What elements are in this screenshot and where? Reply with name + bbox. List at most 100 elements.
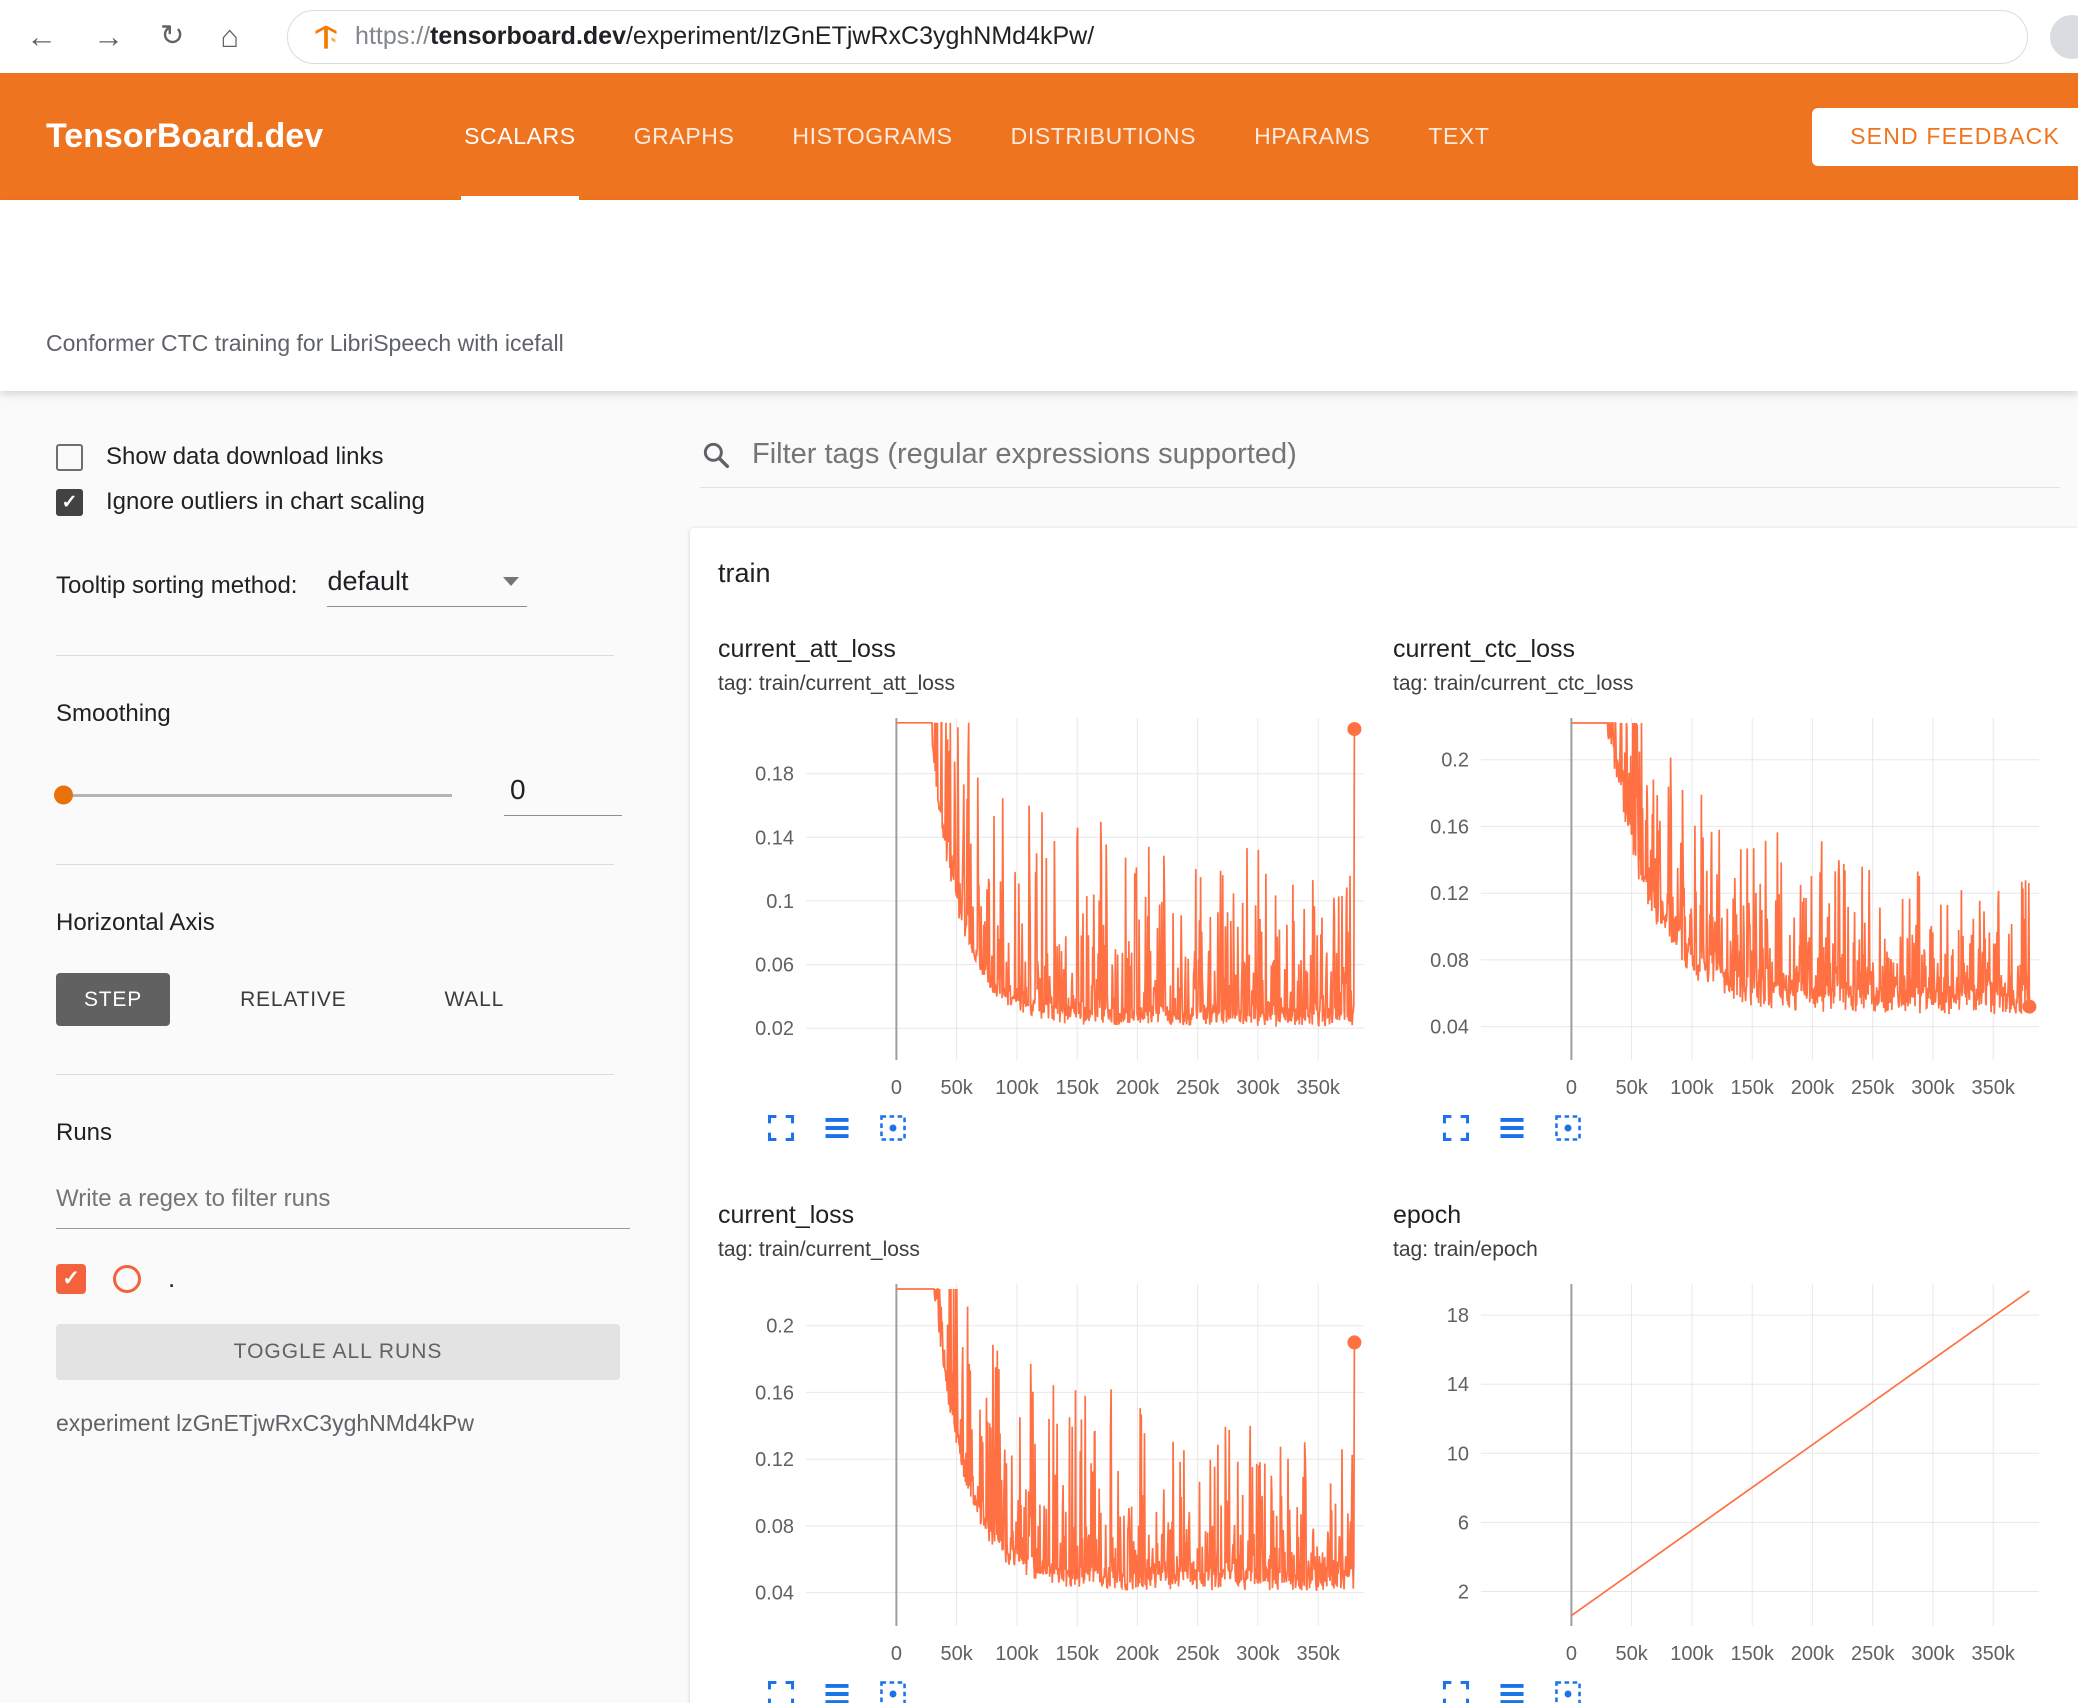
tag-filter-row	[700, 437, 2060, 488]
smoothing-value-field[interactable]: 0	[504, 774, 622, 816]
fit-domain-icon[interactable]	[1553, 1113, 1583, 1143]
fullscreen-icon[interactable]	[1441, 1113, 1471, 1143]
tab-text[interactable]: TEXT	[1428, 123, 1490, 149]
svg-text:150k: 150k	[1731, 1643, 1775, 1665]
home-icon[interactable]: ⌂	[220, 19, 240, 54]
svg-text:200k: 200k	[1116, 1643, 1160, 1665]
show-download-links-row[interactable]: Show data download links	[56, 443, 630, 471]
svg-text:350k: 350k	[1972, 1643, 2016, 1665]
chart-tag: tag: train/current_loss	[718, 1238, 920, 1261]
tab-histograms[interactable]: HISTOGRAMS	[792, 123, 953, 149]
nav-tabs: SCALARS GRAPHS HISTOGRAMS DISTRIBUTIONS …	[435, 73, 1518, 200]
svg-text:0.12: 0.12	[1430, 883, 1469, 905]
tag-filter-input[interactable]	[750, 437, 2060, 472]
show-download-checkbox[interactable]	[56, 443, 83, 471]
toggle-all-runs-button[interactable]: TOGGLE ALL RUNS	[56, 1324, 620, 1380]
chart-plot[interactable]: 2 6 10 14 18 0 50k 100k 150k 200k 250k 300k 350k	[1393, 1272, 2068, 1677]
chart-plot[interactable]: 0.02 0.06 0.1 0.14 0.18 0 50k 100k 150k 200k 250k 3…	[718, 706, 1393, 1111]
tab-graphs[interactable]: GRAPHS	[633, 123, 735, 149]
group-title[interactable]: train	[718, 558, 771, 588]
tab-distributions[interactable]: DISTRIBUTIONS	[1010, 123, 1197, 149]
svg-text:50k: 50k	[940, 1643, 973, 1665]
smoothing-slider[interactable]	[54, 785, 452, 805]
browser-toolbar: ← → ↻ ⌂ https://tensorboard.dev/experime…	[0, 0, 2078, 73]
run-row[interactable]: .	[56, 1263, 630, 1294]
run-checkbox[interactable]	[56, 1263, 86, 1294]
chevron-down-icon	[503, 577, 520, 586]
divider	[56, 864, 614, 865]
tooltip-sorting-select[interactable]: default	[327, 566, 528, 607]
horizontal-axis-label: Horizontal Axis	[56, 909, 215, 936]
chart-plot[interactable]: 0.04 0.08 0.12 0.16 0.2 0 50k 100k 150k 200k 250k 3…	[718, 1272, 1393, 1677]
svg-text:100k: 100k	[995, 1077, 1039, 1099]
axis-relative-button[interactable]: RELATIVE	[240, 987, 347, 1011]
svg-text:250k: 250k	[1176, 1643, 1220, 1665]
url-scheme: https://	[355, 22, 431, 50]
runs-filter-input[interactable]	[56, 1185, 630, 1229]
main-panel: train current_att_loss tag: train/curren…	[660, 391, 2078, 1703]
svg-text:0: 0	[891, 1643, 902, 1665]
svg-text:100k: 100k	[1670, 1077, 1714, 1099]
avatar[interactable]	[2050, 14, 2078, 59]
svg-text:0.1: 0.1	[766, 891, 794, 913]
reload-icon[interactable]: ↻	[160, 20, 185, 52]
svg-text:150k: 150k	[1056, 1077, 1100, 1099]
svg-text:14: 14	[1447, 1374, 1469, 1396]
chart-plot[interactable]: 0.04 0.08 0.12 0.16 0.2 0 50k 100k 150k 200k 250k 3…	[1393, 706, 2068, 1111]
chart-title: current_loss	[718, 1201, 855, 1229]
fit-domain-icon[interactable]	[1553, 1679, 1583, 1703]
fullscreen-icon[interactable]	[766, 1679, 796, 1703]
back-icon[interactable]: ←	[26, 19, 57, 54]
tooltip-sorting-row: Tooltip sorting method: default	[56, 566, 630, 607]
fit-domain-icon[interactable]	[878, 1113, 908, 1143]
smoothing-slider-row: 0	[54, 774, 630, 816]
run-color-icon[interactable]	[113, 1264, 141, 1293]
fullscreen-icon[interactable]	[766, 1113, 796, 1143]
chart-epoch: epoch tag: train/epoch 2 6 10 14 18 0 50k 100k 1…	[1393, 1201, 2068, 1703]
chart-title: epoch	[1393, 1201, 1462, 1229]
runs-selector-icon[interactable]	[1497, 1679, 1527, 1703]
svg-text:50k: 50k	[940, 1077, 973, 1099]
svg-text:150k: 150k	[1731, 1077, 1775, 1099]
svg-text:6: 6	[1458, 1512, 1469, 1534]
forward-icon[interactable]: →	[93, 19, 124, 54]
svg-text:250k: 250k	[1176, 1077, 1220, 1099]
runs-selector-icon[interactable]	[1497, 1113, 1527, 1143]
runs-selector-icon[interactable]	[822, 1679, 852, 1703]
chart-current-ctc-loss: current_ctc_loss tag: train/current_ctc_…	[1393, 635, 2068, 1143]
runs-label: Runs	[56, 1119, 113, 1146]
svg-text:0.14: 0.14	[755, 827, 794, 849]
svg-text:350k: 350k	[1297, 1077, 1341, 1099]
svg-text:250k: 250k	[1851, 1643, 1895, 1665]
tab-scalars[interactable]: SCALARS	[435, 73, 605, 200]
svg-text:10: 10	[1447, 1443, 1469, 1465]
settings-sidebar: Show data download links Ignore outliers…	[0, 391, 660, 1700]
smoothing-slider-thumb[interactable]	[54, 785, 73, 805]
experiment-title-band: Conformer CTC training for LibriSpeech w…	[0, 200, 2078, 391]
send-feedback-button[interactable]: SEND FEEDBACK	[1812, 107, 2078, 166]
svg-text:0.02: 0.02	[755, 1018, 794, 1040]
chart-toolbar	[1393, 1679, 2068, 1703]
fit-domain-icon[interactable]	[878, 1679, 908, 1703]
axis-wall-button[interactable]: WALL	[444, 987, 505, 1011]
address-bar[interactable]: https://tensorboard.dev/experiment/lzGnE…	[287, 9, 2028, 64]
tooltip-sorting-value: default	[327, 566, 409, 596]
svg-text:0.16: 0.16	[755, 1382, 794, 1404]
chart-title: current_att_loss	[718, 635, 896, 663]
experiment-id-note: experiment lzGnETjwRxC3yghNMd4kPw	[56, 1410, 474, 1436]
smoothing-label: Smoothing	[56, 700, 171, 727]
axis-step-button[interactable]: STEP	[56, 973, 171, 1026]
train-group-card: train current_att_loss tag: train/curren…	[690, 528, 2078, 1703]
svg-text:0.04: 0.04	[1430, 1017, 1469, 1039]
svg-text:0: 0	[1566, 1643, 1577, 1665]
svg-text:0.18: 0.18	[755, 764, 794, 786]
svg-text:0.08: 0.08	[1430, 950, 1469, 972]
ignore-outliers-row[interactable]: Ignore outliers in chart scaling	[56, 488, 630, 516]
runs-selector-icon[interactable]	[822, 1113, 852, 1143]
chart-toolbar	[718, 1679, 1393, 1703]
ignore-outliers-checkbox[interactable]	[56, 488, 83, 516]
app-header: TensorBoard.dev SCALARS GRAPHS HISTOGRAM…	[0, 73, 2078, 200]
divider	[56, 1074, 614, 1075]
fullscreen-icon[interactable]	[1441, 1679, 1471, 1703]
tab-hparams[interactable]: HPARAMS	[1254, 123, 1371, 149]
